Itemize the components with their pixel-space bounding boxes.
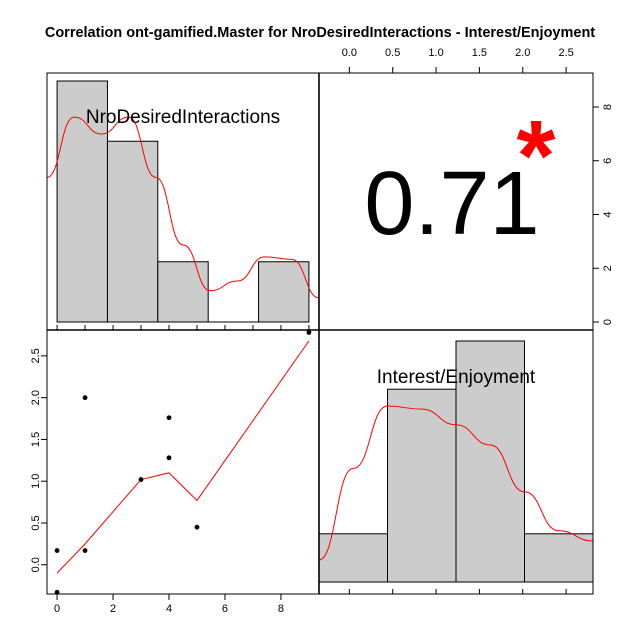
right-tick-label: 8 — [602, 104, 614, 110]
scatter-point — [306, 330, 312, 335]
y-tick-label: 2.0 — [30, 390, 42, 405]
panel-group: NroDesiredInteractions 0.71* Interest/Enjo… — [30, 47, 614, 615]
density-curve — [318, 405, 594, 561]
chart-title: Correlation ont-gamified.Master for NroD… — [45, 25, 595, 41]
x-tick-label: 6 — [222, 603, 228, 615]
plot-border — [46, 72, 594, 595]
top-tick-label: 1.5 — [472, 47, 487, 59]
histogram-bar — [387, 388, 457, 583]
top-tick-label: 0.0 — [342, 47, 357, 59]
histogram-bar — [56, 80, 108, 323]
correlation-value: 0.71 — [364, 154, 539, 254]
right-tick-label: 2 — [602, 265, 614, 271]
top-tick-label: 2.0 — [515, 47, 530, 59]
right-tick-label: 4 — [602, 211, 614, 217]
histogram-bar — [318, 533, 388, 583]
x-tick-label: 2 — [110, 603, 116, 615]
fit-line — [56, 340, 310, 574]
x-tick-label: 4 — [166, 603, 172, 615]
scatter-point — [166, 455, 172, 461]
variable-label: NroDesiredInteractions — [86, 107, 280, 128]
right-tick-label: 6 — [602, 158, 614, 164]
histogram-bar — [524, 533, 594, 583]
histogram-bar — [157, 261, 209, 323]
scatter-point — [54, 548, 60, 553]
y-tick-label: 1.0 — [30, 474, 42, 489]
scatter-point — [138, 477, 144, 482]
x-tick-label: 0 — [54, 603, 60, 615]
top-tick-label: 1.0 — [428, 47, 443, 59]
right-tick-label: 0 — [602, 319, 614, 325]
scatter-point — [82, 395, 88, 401]
significance-star: * — [517, 100, 556, 212]
y-tick-label: 2.5 — [30, 348, 42, 363]
histogram-bar — [455, 340, 525, 583]
scatter-point — [166, 415, 172, 421]
variable-label: Interest/Enjoyment — [377, 367, 536, 388]
y-tick-label: 1.5 — [30, 432, 42, 447]
scatter-point — [194, 524, 200, 530]
y-tick-label: 0.0 — [30, 557, 42, 572]
x-tick-label: 8 — [278, 603, 284, 615]
histogram-bar — [258, 261, 310, 323]
top-tick-label: 2.5 — [558, 47, 573, 59]
y-tick-label: 0.5 — [30, 515, 42, 530]
scatter-point — [82, 548, 88, 553]
density-curve — [46, 116, 320, 299]
top-tick-label: 0.5 — [385, 47, 400, 59]
histogram-bar — [106, 140, 159, 323]
